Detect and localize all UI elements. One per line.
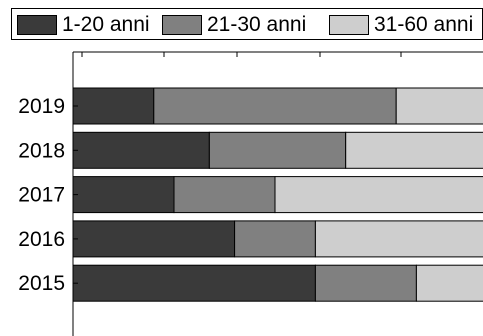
legend-swatch-1-20-anni <box>17 15 57 35</box>
legend-label-31-60-anni: 31-60 anni <box>374 13 474 36</box>
y-tick-label-2018: 2018 <box>18 139 65 162</box>
bar-2017-1-20-anni <box>72 176 175 214</box>
legend-item-31-60-anni: 31-60 anni <box>329 12 473 38</box>
y-tick-label-2016: 2016 <box>18 228 65 251</box>
bar-2018-21-30-anni <box>208 131 347 169</box>
bar-2017-21-30-anni <box>173 176 276 214</box>
bar-2019-21-30-anni <box>153 87 397 125</box>
legend-label-1-20-anni: 1-20 anni <box>62 13 150 36</box>
legend-swatch-31-60-anni <box>329 15 369 35</box>
y-tick-label-2019: 2019 <box>18 95 65 118</box>
legend-label-21-30-anni: 21-30 anni <box>207 13 307 36</box>
bar-2019-31-60-anni <box>395 87 483 125</box>
bar-2017-31-60-anni <box>274 176 483 214</box>
y-tick-label-2015: 2015 <box>18 272 65 295</box>
bar-2016-31-60-anni <box>314 220 483 258</box>
bar-2018-1-20-anni <box>72 131 210 169</box>
legend: 1-20 anni 21-30 anni 31-60 anni <box>11 8 483 40</box>
bar-2015-1-20-anni <box>72 264 316 302</box>
bar-2019-1-20-anni <box>72 87 155 125</box>
bar-2016-21-30-anni <box>234 220 316 258</box>
bar-2016-1-20-anni <box>72 220 236 258</box>
legend-item-21-30-anni: 21-30 anni <box>162 12 306 38</box>
bar-2015-21-30-anni <box>314 264 417 302</box>
legend-item-1-20-anni: 1-20 anni <box>17 12 150 38</box>
bar-2018-31-60-anni <box>345 131 483 169</box>
legend-swatch-21-30-anni <box>162 15 202 35</box>
bar-2015-31-60-anni <box>415 264 483 302</box>
y-tick-label-2017: 2017 <box>18 184 65 207</box>
